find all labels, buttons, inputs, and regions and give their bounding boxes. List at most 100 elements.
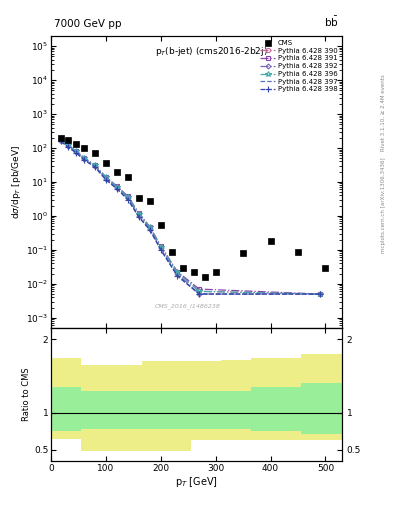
CMS: [82, 145, 86, 151]
Y-axis label: Ratio to CMS: Ratio to CMS: [22, 368, 31, 421]
Pythia 6.428 397: [158, 247, 163, 253]
CMS: [104, 160, 108, 166]
Pythia 6.428 398: [136, 214, 141, 220]
Pythia 6.428 390: [65, 142, 70, 148]
Pythia 6.428 397: [147, 226, 152, 232]
Pythia 6.428 391: [82, 155, 86, 161]
CMS: [202, 274, 207, 280]
CMS: [147, 198, 152, 204]
Pythia 6.428 397: [115, 185, 119, 191]
Pythia 6.428 390: [93, 163, 97, 169]
Pythia 6.428 397: [104, 176, 108, 182]
Y-axis label: d$\sigma$/dp$_T$ [pb/GeV]: d$\sigma$/dp$_T$ [pb/GeV]: [10, 145, 23, 219]
Pythia 6.428 391: [59, 136, 63, 142]
Pythia 6.428 390: [147, 225, 152, 231]
Line: CMS: CMS: [58, 135, 328, 280]
Pythia 6.428 391: [115, 183, 119, 189]
Pythia 6.428 396: [93, 162, 97, 168]
Pythia 6.428 391: [175, 268, 180, 274]
Pythia 6.428 392: [59, 138, 63, 144]
Pythia 6.428 397: [136, 214, 141, 220]
Pythia 6.428 392: [82, 156, 86, 162]
Pythia 6.428 392: [73, 148, 78, 155]
Pythia 6.428 391: [147, 224, 152, 230]
Text: Rivet 3.1.10, ≥ 2.4M events: Rivet 3.1.10, ≥ 2.4M events: [381, 74, 386, 151]
Pythia 6.428 396: [147, 224, 152, 230]
Pythia 6.428 396: [125, 194, 130, 200]
Pythia 6.428 390: [73, 148, 78, 154]
Line: Pythia 6.428 396: Pythia 6.428 396: [58, 137, 323, 297]
Pythia 6.428 392: [158, 245, 163, 251]
Pythia 6.428 392: [136, 213, 141, 219]
Pythia 6.428 397: [125, 196, 130, 202]
CMS: [115, 168, 119, 175]
Pythia 6.428 396: [318, 291, 322, 297]
Pythia 6.428 390: [136, 211, 141, 218]
Pythia 6.428 397: [175, 272, 180, 278]
Pythia 6.428 398: [147, 227, 152, 233]
Pythia 6.428 391: [125, 193, 130, 199]
Pythia 6.428 398: [73, 150, 78, 156]
Pythia 6.428 392: [318, 291, 322, 297]
Pythia 6.428 391: [65, 142, 70, 148]
Text: CMS_2016_I1486238: CMS_2016_I1486238: [155, 303, 221, 309]
CMS: [136, 195, 141, 201]
Pythia 6.428 391: [73, 148, 78, 154]
Text: mcplots.cern.ch [arXiv:1306.3436]: mcplots.cern.ch [arXiv:1306.3436]: [381, 157, 386, 252]
Pythia 6.428 398: [197, 291, 202, 297]
Pythia 6.428 397: [65, 143, 70, 150]
Pythia 6.428 390: [59, 137, 63, 143]
Pythia 6.428 391: [93, 162, 97, 168]
Pythia 6.428 397: [93, 164, 97, 170]
CMS: [323, 265, 328, 271]
CMS: [59, 135, 63, 141]
Text: b$\bar{\rm b}$: b$\bar{\rm b}$: [324, 14, 339, 29]
Pythia 6.428 392: [147, 226, 152, 232]
CMS: [125, 174, 130, 180]
Pythia 6.428 391: [104, 174, 108, 180]
Pythia 6.428 390: [125, 195, 130, 201]
Pythia 6.428 396: [115, 184, 119, 190]
Pythia 6.428 396: [82, 155, 86, 161]
CMS: [180, 265, 185, 271]
Line: Pythia 6.428 397: Pythia 6.428 397: [61, 141, 320, 294]
Line: Pythia 6.428 392: Pythia 6.428 392: [59, 139, 322, 296]
Pythia 6.428 390: [82, 155, 86, 161]
Pythia 6.428 397: [73, 149, 78, 155]
Pythia 6.428 398: [318, 291, 322, 297]
Pythia 6.428 391: [318, 291, 322, 297]
Pythia 6.428 390: [115, 184, 119, 190]
Pythia 6.428 397: [82, 156, 86, 162]
Pythia 6.428 390: [158, 244, 163, 250]
Pythia 6.428 392: [115, 184, 119, 190]
CMS: [296, 249, 300, 255]
Pythia 6.428 398: [175, 273, 180, 279]
Line: Pythia 6.428 390: Pythia 6.428 390: [59, 138, 322, 296]
CMS: [268, 238, 273, 244]
Pythia 6.428 398: [104, 177, 108, 183]
CMS: [158, 222, 163, 228]
CMS: [65, 137, 70, 143]
Pythia 6.428 396: [197, 288, 202, 294]
Pythia 6.428 396: [59, 137, 63, 143]
Pythia 6.428 390: [175, 269, 180, 275]
CMS: [73, 141, 78, 147]
Pythia 6.428 392: [125, 195, 130, 201]
Pythia 6.428 397: [197, 291, 202, 297]
Line: Pythia 6.428 398: Pythia 6.428 398: [58, 139, 323, 297]
Pythia 6.428 396: [104, 175, 108, 181]
Pythia 6.428 398: [158, 247, 163, 253]
CMS: [191, 268, 196, 274]
Pythia 6.428 392: [93, 163, 97, 169]
Pythia 6.428 392: [65, 143, 70, 149]
Pythia 6.428 392: [104, 176, 108, 182]
Pythia 6.428 391: [136, 210, 141, 216]
Pythia 6.428 398: [93, 164, 97, 170]
Pythia 6.428 398: [125, 197, 130, 203]
Pythia 6.428 398: [65, 144, 70, 150]
Text: p$_T$(b-jet) (cms2016-2b2j): p$_T$(b-jet) (cms2016-2b2j): [155, 45, 267, 58]
Pythia 6.428 397: [59, 138, 63, 144]
X-axis label: p$_T$ [GeV]: p$_T$ [GeV]: [175, 475, 218, 489]
Pythia 6.428 396: [73, 148, 78, 154]
Legend: CMS, Pythia 6.428 390, Pythia 6.428 391, Pythia 6.428 392, Pythia 6.428 396, Pyt: CMS, Pythia 6.428 390, Pythia 6.428 391,…: [258, 38, 340, 95]
